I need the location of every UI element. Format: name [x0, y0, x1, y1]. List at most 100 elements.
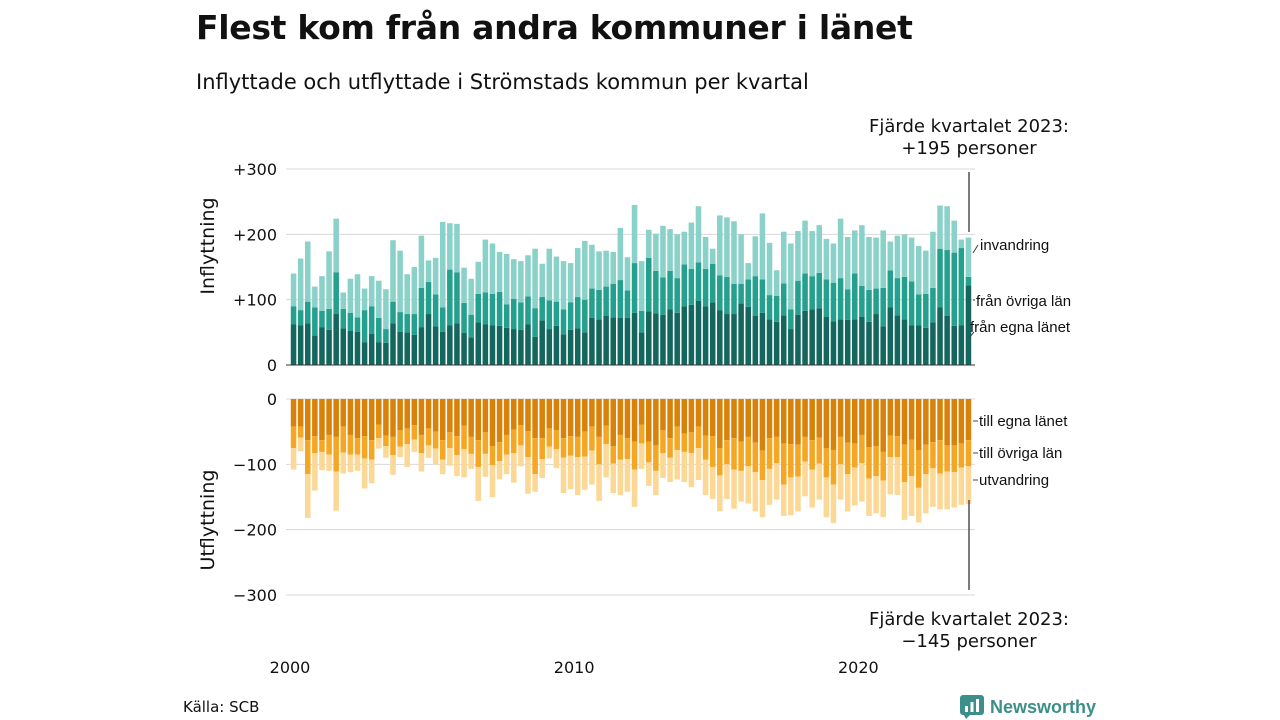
inflow-bar-segment: [660, 225, 666, 278]
outflow-bar-segment: [901, 399, 908, 445]
inflow-bar-segment: [631, 312, 638, 365]
outflow-bar-segment: [674, 426, 680, 450]
inflow-bar-segment: [418, 235, 425, 288]
outflow-bar-segment: [830, 449, 837, 485]
inflow-bar-segment: [894, 315, 901, 365]
inflow-bar-segment: [880, 230, 886, 288]
outflow-y-tick-label: 0: [267, 390, 277, 409]
inflow-bar-segment: [596, 251, 602, 290]
outflow-bar-segment: [738, 470, 744, 502]
outflow-bar-segment: [752, 399, 759, 443]
outflow-bar-segment: [582, 399, 588, 432]
outflow-bar-segment: [539, 459, 545, 479]
inflow-bar-segment: [653, 270, 659, 314]
inflow-bar-segment: [951, 220, 958, 253]
x-tick-label: 2010: [554, 658, 595, 677]
inflow-bar-segment: [624, 317, 631, 365]
inflow-bar-segment: [958, 248, 965, 326]
inflow-bar-segment: [397, 312, 403, 332]
inflow-bar-segment: [589, 244, 595, 289]
outflow-bar-segment: [425, 399, 432, 429]
inflow-bar-segment: [958, 325, 965, 365]
outflow-bar-segment: [908, 399, 915, 440]
outflow-bar-segment: [511, 429, 517, 454]
outflow-bar-segment: [873, 446, 879, 477]
outflow-bar-segment: [965, 399, 972, 441]
outflow-bar-segment: [347, 454, 354, 473]
outflow-bar-segment: [589, 399, 595, 427]
inflow-bar-segment: [461, 267, 467, 303]
outflow-bar-segment: [304, 474, 311, 518]
outflow-bar-segment: [432, 399, 439, 432]
inflow-bar-segment: [859, 285, 865, 317]
inflow-bar-segment: [361, 310, 368, 343]
outflow-bar-segment: [681, 433, 688, 452]
inflow-bar-segment: [319, 276, 325, 311]
inflow-bar-segment: [340, 308, 347, 329]
outflow-bar-segment: [731, 438, 737, 470]
inflow-bar-segment: [965, 285, 972, 365]
inflow-bar-segment: [383, 329, 389, 343]
inflow-bar-segment: [709, 263, 716, 303]
outflow-bar-segment: [809, 399, 815, 441]
outflow-bar-segment: [688, 432, 695, 454]
outflow-bar-segment: [859, 434, 865, 464]
outflow-bar-segment: [539, 438, 545, 460]
outflow-bar-segment: [574, 399, 581, 437]
inflow-bar-segment: [759, 213, 766, 280]
inflow-bar-segment: [312, 335, 318, 365]
outflow-y-tick-label: −300: [233, 586, 277, 605]
outflow-bar-segment: [468, 453, 474, 469]
outflow-bar-segment: [603, 425, 609, 445]
outflow-bar-segment: [610, 463, 617, 494]
outflow-bar-segment: [873, 476, 879, 514]
inflow-bar-segment: [717, 275, 723, 311]
inflow-bar-segment: [717, 215, 723, 276]
outflow-bar-segment: [589, 426, 595, 451]
inflow-bar-segment: [574, 297, 581, 329]
inflow-bar-segment: [333, 272, 339, 315]
outflow-bar-segment: [702, 399, 709, 436]
outflow-bar-segment: [795, 399, 801, 445]
inflow-bar-segment: [553, 256, 560, 302]
outflow-bar-segment: [383, 446, 389, 458]
outflow-bar-segment: [944, 399, 950, 446]
outflow-bar-segment: [695, 448, 702, 481]
outflow-bar-segment: [638, 443, 645, 469]
outflow-bar-segment: [617, 459, 624, 496]
inflow-bar-segment: [766, 242, 773, 296]
outflow-bar-segment: [731, 469, 737, 509]
outflow-bar-segment: [439, 440, 446, 460]
outflow-bar-segment: [880, 480, 886, 518]
outflow-bar-segment: [383, 399, 389, 436]
outflow-bar-segment: [546, 399, 553, 429]
inflow-bar-segment: [674, 312, 680, 365]
inflow-bar-segment: [752, 276, 759, 316]
outflow-bar-segment: [745, 399, 751, 437]
inflow-bar-segment: [724, 217, 730, 277]
inflow-bar-segment: [368, 276, 375, 307]
outflow-bar-segment: [532, 399, 538, 439]
outflow-bar-segment: [404, 444, 410, 467]
inflow-bar-segment: [617, 227, 624, 281]
outflow-bar-segment: [880, 451, 886, 481]
inflow-bar-segment: [582, 299, 588, 333]
inflow-bar-segment: [930, 287, 936, 323]
inflow-bar-segment: [830, 243, 837, 283]
inflow-bar-segment: [368, 333, 375, 365]
inflow-bar-segment: [518, 302, 524, 330]
outflow-bar-segment: [454, 455, 460, 477]
outflow-bar-segment: [333, 399, 339, 437]
inflow-bar-segment: [290, 324, 297, 365]
brand-name: Newsworthy: [990, 696, 1097, 717]
outflow-bar-segment: [773, 463, 780, 500]
inflow-bar-segment: [823, 238, 830, 280]
inflow-bar-segment: [745, 263, 751, 280]
inflow-bar-segment: [589, 288, 595, 318]
outflow-bar-segment: [560, 399, 567, 439]
inflow-bar-segment: [709, 248, 716, 264]
inflow-bar-segment: [773, 270, 780, 296]
outflow-bar-segment: [397, 399, 403, 431]
outflow-bar-segment: [638, 399, 645, 425]
